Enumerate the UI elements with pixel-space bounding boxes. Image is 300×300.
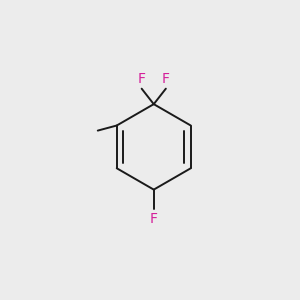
Text: F: F	[162, 72, 170, 86]
Text: F: F	[150, 212, 158, 226]
Text: F: F	[138, 72, 146, 86]
